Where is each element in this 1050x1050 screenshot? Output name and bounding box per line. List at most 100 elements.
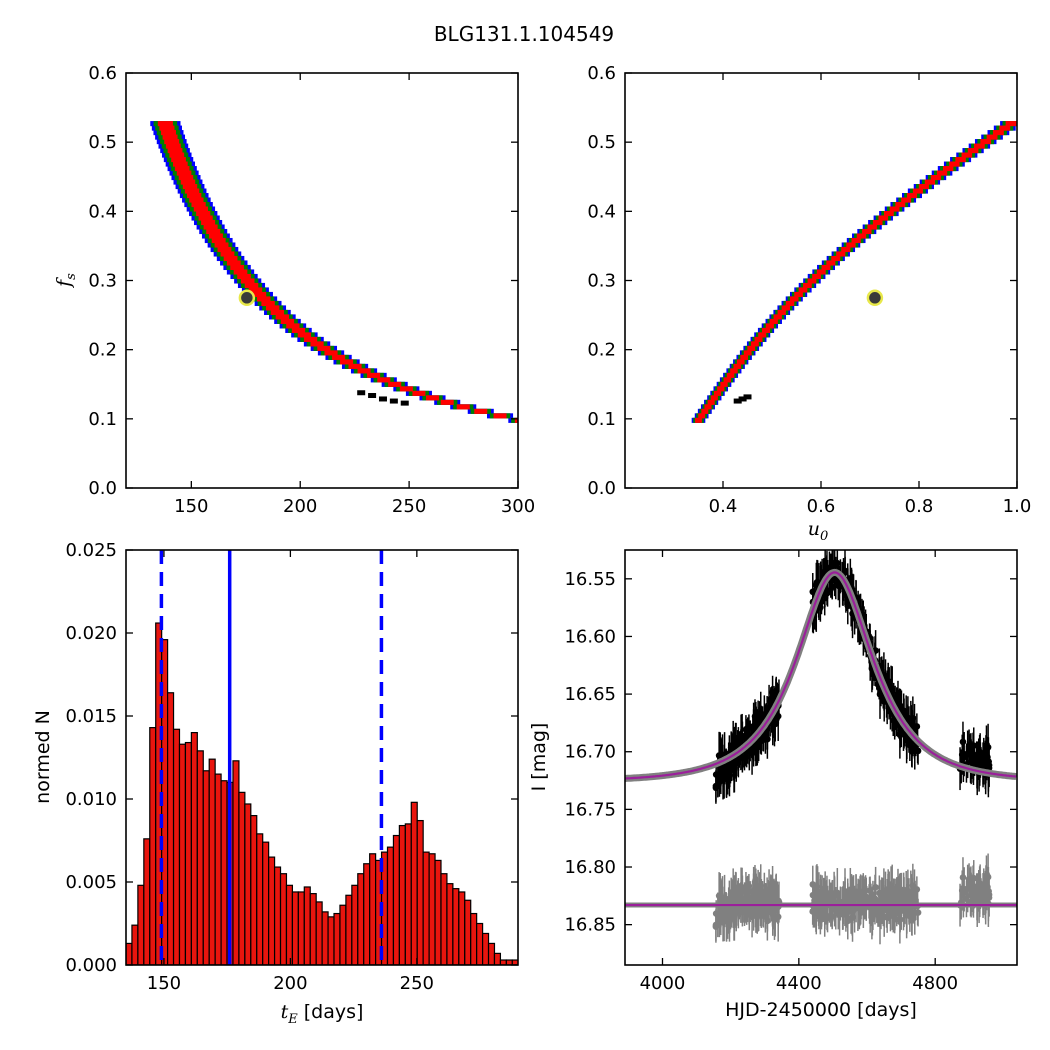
confidence-region-red xyxy=(332,354,346,360)
y-axis-label-normed-n: normed N xyxy=(32,710,54,804)
confidence-region-red xyxy=(226,260,241,266)
histogram-bar xyxy=(339,904,347,965)
confidence-region-red xyxy=(223,255,238,262)
confidence-region-red xyxy=(233,269,248,275)
histogram-bar xyxy=(464,899,472,965)
y-tick-label: 0.015 xyxy=(65,706,117,727)
histogram-bar xyxy=(149,727,157,965)
histogram-bar xyxy=(351,884,359,965)
confidence-region-red xyxy=(695,417,702,423)
confidence-region-red xyxy=(851,237,861,244)
confidence-region-red xyxy=(777,309,786,315)
y-tick-label: 0.6 xyxy=(587,63,616,84)
confidence-region-red xyxy=(256,296,271,302)
confidence-region-red xyxy=(184,188,200,194)
confidence-region-red xyxy=(214,242,229,248)
confidence-region-red xyxy=(291,327,306,333)
histogram-bar xyxy=(327,916,335,965)
histogram-bar xyxy=(404,823,412,965)
histogram-bar xyxy=(309,893,317,965)
histogram-bar xyxy=(208,758,216,965)
confidence-region-red xyxy=(743,350,752,356)
confidence-region-red xyxy=(265,305,280,311)
figure-title: BLG131.1.104549 xyxy=(434,22,614,46)
confidence-region-red xyxy=(173,161,188,167)
x-tick-label: 250 xyxy=(400,973,434,994)
confidence-region-red xyxy=(211,237,226,244)
confidence-region-red xyxy=(807,278,817,284)
histogram-bar xyxy=(476,922,484,965)
y-tick-label: 0.2 xyxy=(587,340,616,361)
confidence-region-red xyxy=(826,260,836,266)
data-point xyxy=(896,731,904,739)
confidence-region-red xyxy=(717,386,725,392)
confidence-region-red xyxy=(740,354,749,360)
confidence-region-red xyxy=(201,219,216,226)
data-point xyxy=(985,763,992,771)
histogram-bar xyxy=(273,866,282,965)
confidence-region-red xyxy=(889,206,900,212)
residual-point xyxy=(964,885,971,892)
best-chi2-cell xyxy=(743,394,752,400)
confidence-region-red xyxy=(412,390,426,396)
confidence-region-red xyxy=(723,377,731,383)
y-tick-label: 0.6 xyxy=(88,63,117,84)
confidence-region-red xyxy=(803,282,812,289)
confidence-region-red xyxy=(208,233,223,239)
histogram-bar xyxy=(214,773,222,965)
histogram-bar xyxy=(321,911,329,965)
x-tick-label: 4400 xyxy=(776,973,822,994)
residual-point xyxy=(751,878,759,886)
residual-point xyxy=(880,913,888,921)
x-tick-label: 250 xyxy=(392,496,426,517)
confidence-region-red xyxy=(178,175,194,181)
histogram-bar xyxy=(238,791,246,965)
histogram-bar xyxy=(172,728,181,965)
confidence-region-red xyxy=(456,404,470,410)
confidence-region-red xyxy=(901,197,912,203)
confidence-region-red xyxy=(816,269,826,275)
confidence-region-red xyxy=(165,143,181,149)
histogram-bar xyxy=(220,780,228,965)
y-tick-label: 0.0 xyxy=(88,478,117,499)
y-tick-label: 0.000 xyxy=(65,955,117,976)
x-tick-label: 0.4 xyxy=(709,496,738,517)
confidence-region-red xyxy=(955,157,966,163)
confidence-region-red xyxy=(846,242,856,248)
histogram-bar xyxy=(392,834,400,965)
x-tick-label: 150 xyxy=(174,496,208,517)
confidence-region-red xyxy=(930,175,942,181)
panel-u0-vs-fs: 0.4 0.6 0.8 1.00.00.10.20.30.40.50.6 u0 xyxy=(587,63,1031,544)
confidence-region-red xyxy=(440,399,454,405)
residual-point xyxy=(742,883,750,890)
histogram-bar xyxy=(511,959,518,965)
residual-point xyxy=(872,884,879,891)
y-tick-label: 0.0 xyxy=(587,478,616,499)
confidence-region-red xyxy=(967,148,979,154)
y-tick-label: 0.5 xyxy=(88,132,117,153)
histogram-bar xyxy=(190,731,198,965)
confidence-region-red xyxy=(493,413,507,419)
confidence-region-red xyxy=(182,184,198,190)
confidence-region-red xyxy=(895,201,906,208)
x-tick-label: 200 xyxy=(273,973,307,994)
confidence-region-red xyxy=(707,399,715,405)
confidence-region-red xyxy=(936,170,948,176)
confidence-region-red xyxy=(167,148,183,154)
confidence-region-red xyxy=(159,125,175,131)
confidence-region-red xyxy=(912,188,923,194)
x-tick-label: 200 xyxy=(283,496,317,517)
confidence-region-red xyxy=(270,309,285,315)
confidence-region-red xyxy=(974,143,985,149)
histogram-bar xyxy=(315,901,323,965)
panel-te-histogram: 150 200 2500.0000.0050.0100.0150.0200.025 … xyxy=(32,540,519,1027)
confidence-region-red xyxy=(157,121,173,127)
confidence-region-red xyxy=(758,332,767,338)
confidence-region-red xyxy=(348,363,362,369)
x-tick-label: 0.8 xyxy=(905,496,934,517)
residual-point xyxy=(745,906,753,913)
best-chi2-cell xyxy=(733,398,742,404)
y-tick-label: 0.005 xyxy=(65,872,117,893)
histogram-bar xyxy=(386,846,395,965)
histogram-bar xyxy=(416,819,424,965)
